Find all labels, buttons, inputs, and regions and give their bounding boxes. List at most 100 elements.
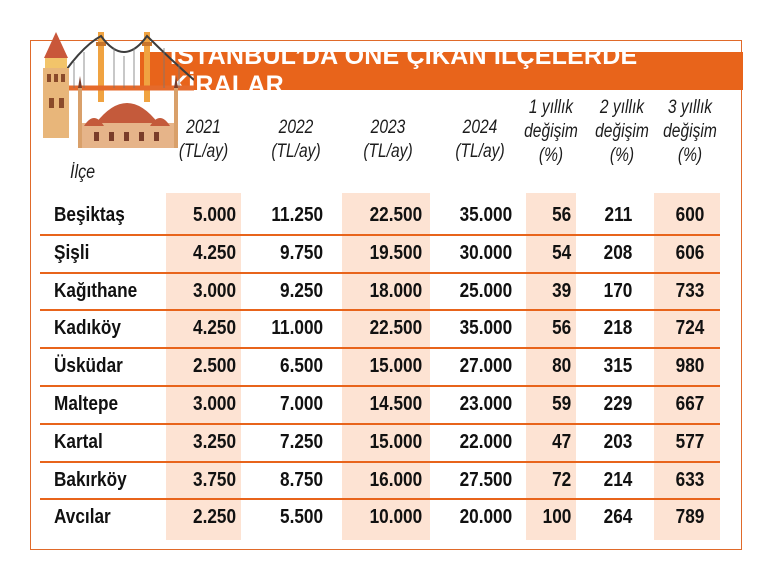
cell-y2021: 3.000 xyxy=(192,393,236,415)
cell-y2024: 23.000 xyxy=(459,393,512,415)
cell-c3: 606 xyxy=(675,241,704,264)
cell-y2023: 14.500 xyxy=(369,393,422,415)
cell-c1: 39 xyxy=(551,279,571,302)
cell-y2023: 18.000 xyxy=(369,279,422,302)
cell-y2021: 3.250 xyxy=(192,430,236,453)
cell-c2: 211 xyxy=(604,204,632,226)
header-change-3y: 3 yıllık değişim (%) xyxy=(663,97,717,166)
cell-y2023: 10.000 xyxy=(369,506,422,529)
row-divider xyxy=(40,385,720,387)
cell-y2023: 19.500 xyxy=(369,241,422,264)
table-row: Kartal 3.250 7.250 15.000 22.000 47 203 577 xyxy=(40,424,720,461)
district-name: Bakırköy xyxy=(54,468,127,491)
cell-y2024: 27.000 xyxy=(459,355,512,378)
table-row: Maltepe 3.000 7.000 14.500 23.000 59 229 667 xyxy=(40,386,720,423)
cell-y2024: 35.000 xyxy=(459,317,512,340)
header-2024: 2024 (TL/ay) xyxy=(455,117,505,162)
row-divider xyxy=(40,460,720,463)
header-2023: 2023 (TL/ay) xyxy=(363,117,413,162)
cell-y2021: 4.250 xyxy=(192,317,236,340)
table-row: Kadıköy 4.250 11.000 22.500 35.000 56 218 724 xyxy=(40,310,720,347)
cell-c1: 59 xyxy=(551,393,571,415)
column-shade-2023 xyxy=(342,193,430,540)
title-bar: İSTANBUL’DA ÖNE ÇIKAN İLÇELERDE KİRALAR xyxy=(140,42,743,99)
district-name: Kartal xyxy=(54,430,103,453)
district-name: Şişli xyxy=(54,241,90,264)
cell-c1: 56 xyxy=(551,204,571,226)
cell-y2023: 16.000 xyxy=(369,468,422,491)
cell-y2022: 5.500 xyxy=(279,506,323,529)
cell-c1: 47 xyxy=(551,430,571,453)
district-name: Kağıthane xyxy=(54,279,138,302)
header-change-2y: 2 yıllık değişim (%) xyxy=(595,97,649,166)
cell-y2021: 5.000 xyxy=(192,204,236,226)
cell-c3: 733 xyxy=(675,279,704,302)
cell-y2022: 8.750 xyxy=(279,468,323,491)
table-row: Beşiktaş 5.000 11.250 22.500 35.000 56 211 600 xyxy=(40,197,720,234)
district-name: Beşiktaş xyxy=(54,204,125,226)
cell-y2022: 9.750 xyxy=(279,241,323,264)
header-2021: 2021 (TL/ay) xyxy=(178,117,229,162)
column-shade-3y xyxy=(654,193,720,540)
cell-y2024: 27.500 xyxy=(459,468,512,491)
cell-y2022: 7.250 xyxy=(279,430,323,453)
cell-c3: 577 xyxy=(675,430,704,453)
cell-c2: 264 xyxy=(603,506,632,529)
cell-y2022: 7.000 xyxy=(279,393,323,415)
cell-y2023: 22.500 xyxy=(369,317,422,340)
cell-c1: 54 xyxy=(551,241,571,264)
cell-y2024: 20.000 xyxy=(459,506,512,529)
table-row: Bakırköy 3.750 8.750 16.000 27.500 72 214 633 xyxy=(40,462,720,499)
table-row: Üsküdar 2.500 6.500 15.000 27.000 80 315 980 xyxy=(40,348,720,385)
row-divider xyxy=(40,233,720,236)
cell-y2021: 3.750 xyxy=(192,468,236,491)
cell-y2022: 6.500 xyxy=(279,355,323,378)
column-shade-2021 xyxy=(166,193,241,540)
cell-y2021: 2.500 xyxy=(192,355,236,378)
cell-c2: 170 xyxy=(603,279,632,302)
cell-c3: 724 xyxy=(675,317,704,340)
cell-c3: 667 xyxy=(675,393,704,415)
cell-y2024: 25.000 xyxy=(459,279,512,302)
cell-y2024: 35.000 xyxy=(459,204,512,226)
cell-y2023: 22.500 xyxy=(369,204,422,226)
table-row: Avcılar 2.250 5.500 10.000 20.000 100 264 789 xyxy=(40,499,720,536)
row-divider xyxy=(40,422,720,425)
istanbul-landmarks-illustration xyxy=(43,32,194,148)
cell-y2023: 15.000 xyxy=(369,355,422,378)
cell-c1: 56 xyxy=(551,317,571,340)
district-name: Avcılar xyxy=(54,506,111,529)
cell-y2022: 11.250 xyxy=(271,204,323,226)
cell-c2: 229 xyxy=(603,393,632,415)
cell-c2: 214 xyxy=(603,468,632,491)
table-row: Kağıthane 3.000 9.250 18.000 25.000 39 170 733 xyxy=(40,273,720,310)
cell-y2024: 30.000 xyxy=(459,241,512,264)
cell-y2022: 9.250 xyxy=(279,279,323,302)
cell-y2021: 2.250 xyxy=(192,506,236,529)
district-name: Kadıköy xyxy=(54,317,121,340)
cell-c3: 789 xyxy=(675,506,704,529)
district-name: Üsküdar xyxy=(54,355,123,378)
cell-c1: 72 xyxy=(551,468,571,491)
header-district: İlçe xyxy=(70,162,96,183)
district-name: Maltepe xyxy=(54,393,119,415)
cell-c2: 315 xyxy=(603,355,632,378)
cell-c3: 980 xyxy=(675,355,704,378)
header-2022: 2022 (TL/ay) xyxy=(271,117,321,162)
cell-c3: 600 xyxy=(675,204,704,226)
row-divider xyxy=(40,309,720,312)
header-change-1y: 1 yıllık değişim (%) xyxy=(524,97,578,166)
cell-c2: 203 xyxy=(603,430,632,453)
cell-y2021: 4.250 xyxy=(192,241,236,264)
cell-c1: 80 xyxy=(551,355,571,378)
cell-c1: 100 xyxy=(542,506,571,529)
cell-c3: 633 xyxy=(675,468,704,491)
cell-y2024: 22.000 xyxy=(459,430,512,453)
cell-y2022: 11.000 xyxy=(271,317,323,340)
cell-c2: 208 xyxy=(603,241,632,264)
cell-y2023: 15.000 xyxy=(369,430,422,453)
table-row: Şişli 4.250 9.750 19.500 30.000 54 208 606 xyxy=(40,235,720,272)
cell-c2: 218 xyxy=(603,317,632,340)
row-divider xyxy=(40,347,720,350)
cell-y2021: 3.000 xyxy=(192,279,236,302)
